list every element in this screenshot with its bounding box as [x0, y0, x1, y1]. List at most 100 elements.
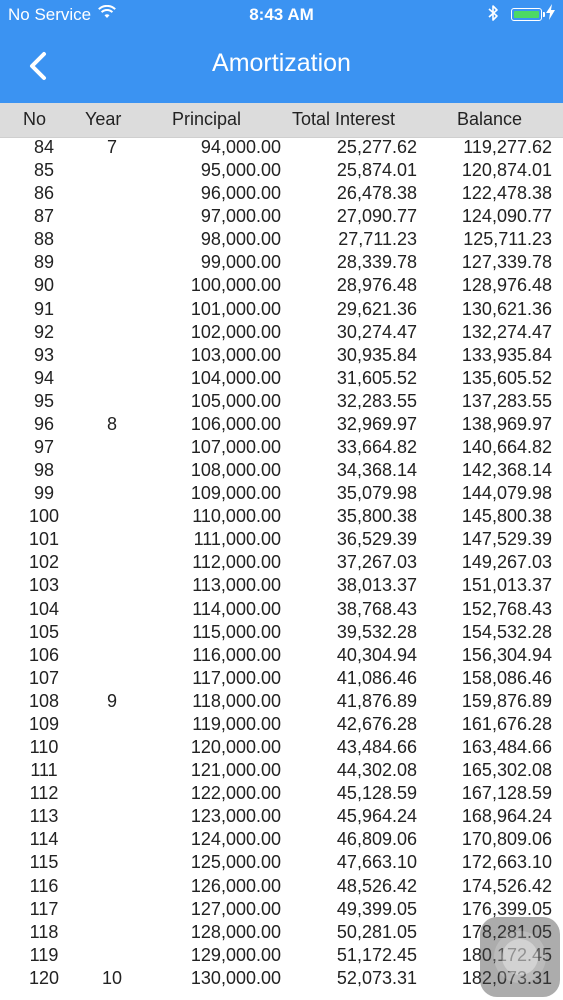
- row-number: 108: [28, 690, 60, 711]
- table-row: 117 127,000.00 49,399.05 176,399.05: [0, 899, 563, 922]
- assistive-touch-button[interactable]: [480, 917, 560, 997]
- row-balance: 167,128.59: [461, 783, 552, 804]
- row-total-interest: 48,526.42: [336, 875, 417, 896]
- row-principal: 117,000.00: [192, 667, 281, 688]
- row-total-interest: 25,277.62: [336, 137, 417, 157]
- row-balance: 128,976.48: [461, 275, 552, 296]
- row-total-interest: 35,079.98: [336, 483, 417, 504]
- row-number: 119: [29, 944, 59, 965]
- wifi-icon: [98, 4, 116, 23]
- assistive-touch-inner-ring: [502, 939, 538, 975]
- navigation-bar: No Service 8:43 AM Amortization: [0, 0, 563, 103]
- column-header-total-interest: Total Interest: [292, 109, 396, 129]
- row-number: 85: [33, 160, 55, 181]
- row-total-interest: 41,086.46: [336, 667, 417, 688]
- row-balance: 172,663.10: [461, 852, 552, 873]
- row-year: 7: [106, 137, 117, 157]
- row-total-interest: 28,976.48: [336, 275, 417, 296]
- table-row: 100 110,000.00 35,800.38 145,800.38: [0, 506, 563, 529]
- table-row: 84 7 94,000.00 25,277.62 119,277.62: [0, 137, 563, 160]
- row-number: 101: [28, 529, 60, 550]
- assistive-touch-icon: [494, 931, 546, 983]
- row-balance: 168,964.24: [461, 806, 552, 827]
- row-principal: 98,000.00: [200, 229, 281, 250]
- row-total-interest: 32,969.97: [336, 413, 417, 434]
- row-total-interest: 33,664.82: [336, 437, 417, 458]
- table-row: 116 126,000.00 48,526.42 174,526.42: [0, 876, 563, 899]
- table-row: 118 128,000.00 50,281.05 178,281.05: [0, 922, 563, 945]
- carrier-label: No Service: [8, 5, 92, 24]
- row-principal: 126,000.00: [190, 875, 281, 896]
- row-total-interest: 37,267.03: [336, 552, 417, 573]
- row-total-interest: 46,809.06: [336, 829, 417, 850]
- row-balance: 170,809.06: [461, 829, 552, 850]
- table-row: 111 121,000.00 44,302.08 165,302.08: [0, 760, 563, 783]
- row-principal: 105,000.00: [190, 390, 281, 411]
- battery-icon: [511, 8, 545, 21]
- row-principal: 110,000.00: [192, 506, 281, 527]
- table-row: 94 104,000.00 31,605.52 135,605.52: [0, 368, 563, 391]
- row-principal: 115,000.00: [192, 621, 281, 642]
- row-principal: 123,000.00: [190, 806, 281, 827]
- row-balance: 159,876.89: [461, 690, 552, 711]
- row-number: 86: [33, 183, 55, 204]
- row-number: 117: [29, 898, 59, 919]
- row-principal: 114,000.00: [192, 598, 281, 619]
- row-principal: 128,000.00: [190, 921, 281, 942]
- table-row: 89 99,000.00 28,339.78 127,339.78: [0, 252, 563, 275]
- table-row: 106 116,000.00 40,304.94 156,304.94: [0, 645, 563, 668]
- row-number: 107: [28, 667, 60, 688]
- table-row: 120 10 130,000.00 52,073.31 182,073.31: [0, 968, 563, 991]
- amortization-table[interactable]: 84 7 94,000.00 25,277.62 119,277.62 85 95,000.…: [0, 137, 563, 1000]
- row-year: 10: [101, 967, 123, 988]
- table-row: 86 96,000.00 26,478.38 122,478.38: [0, 183, 563, 206]
- row-total-interest: 35,800.38: [336, 506, 417, 527]
- table-row: 101 111,000.00 36,529.39 147,529.39: [0, 529, 563, 552]
- table-row: 119 129,000.00 51,172.45 180,172.45: [0, 945, 563, 968]
- row-number: 105: [28, 621, 60, 642]
- row-number: 93: [33, 344, 55, 365]
- row-principal: 107,000.00: [190, 437, 281, 458]
- row-principal: 106,000.00: [190, 413, 281, 434]
- status-bar: No Service 8:43 AM: [0, 0, 563, 30]
- bluetooth-icon: [488, 4, 499, 27]
- row-number: 109: [28, 713, 60, 734]
- row-balance: 127,339.78: [461, 252, 552, 273]
- row-principal: 127,000.00: [190, 898, 281, 919]
- row-number: 89: [33, 252, 55, 273]
- back-button[interactable]: [22, 46, 58, 86]
- row-total-interest: 30,274.47: [336, 321, 417, 342]
- row-total-interest: 28,339.78: [336, 252, 417, 273]
- row-principal: 116,000.00: [192, 644, 281, 665]
- table-header: No Year Principal Total Interest Balance: [0, 103, 563, 138]
- row-number: 102: [28, 552, 60, 573]
- row-total-interest: 26,478.38: [336, 183, 417, 204]
- column-header-principal: Principal: [172, 109, 242, 129]
- row-balance: 178,281.05: [461, 921, 552, 942]
- row-principal: 125,000.00: [190, 852, 281, 873]
- row-number: 88: [33, 229, 55, 250]
- row-principal: 119,000.00: [192, 713, 281, 734]
- table-row: 107 117,000.00 41,086.46 158,086.46: [0, 668, 563, 691]
- row-number: 110: [29, 737, 59, 758]
- row-number: 114: [29, 829, 59, 850]
- row-number: 92: [33, 321, 55, 342]
- row-principal: 99,000.00: [200, 252, 281, 273]
- row-principal: 118,000.00: [192, 690, 281, 711]
- row-number: 87: [33, 206, 55, 227]
- row-principal: 95,000.00: [200, 160, 281, 181]
- row-balance: 161,676.28: [461, 713, 552, 734]
- row-number: 104: [28, 598, 60, 619]
- row-total-interest: 38,013.37: [336, 575, 417, 596]
- table-row: 97 107,000.00 33,664.82 140,664.82: [0, 437, 563, 460]
- row-principal: 94,000.00: [200, 137, 281, 157]
- row-total-interest: 31,605.52: [336, 367, 417, 388]
- row-number: 90: [33, 275, 55, 296]
- chevron-left-icon: [30, 52, 46, 80]
- row-balance: 158,086.46: [461, 667, 552, 688]
- row-number: 113: [29, 806, 59, 827]
- row-total-interest: 36,529.39: [336, 529, 417, 550]
- column-header-year: Year: [85, 109, 122, 129]
- row-number: 96: [33, 413, 55, 434]
- row-principal: 108,000.00: [190, 460, 281, 481]
